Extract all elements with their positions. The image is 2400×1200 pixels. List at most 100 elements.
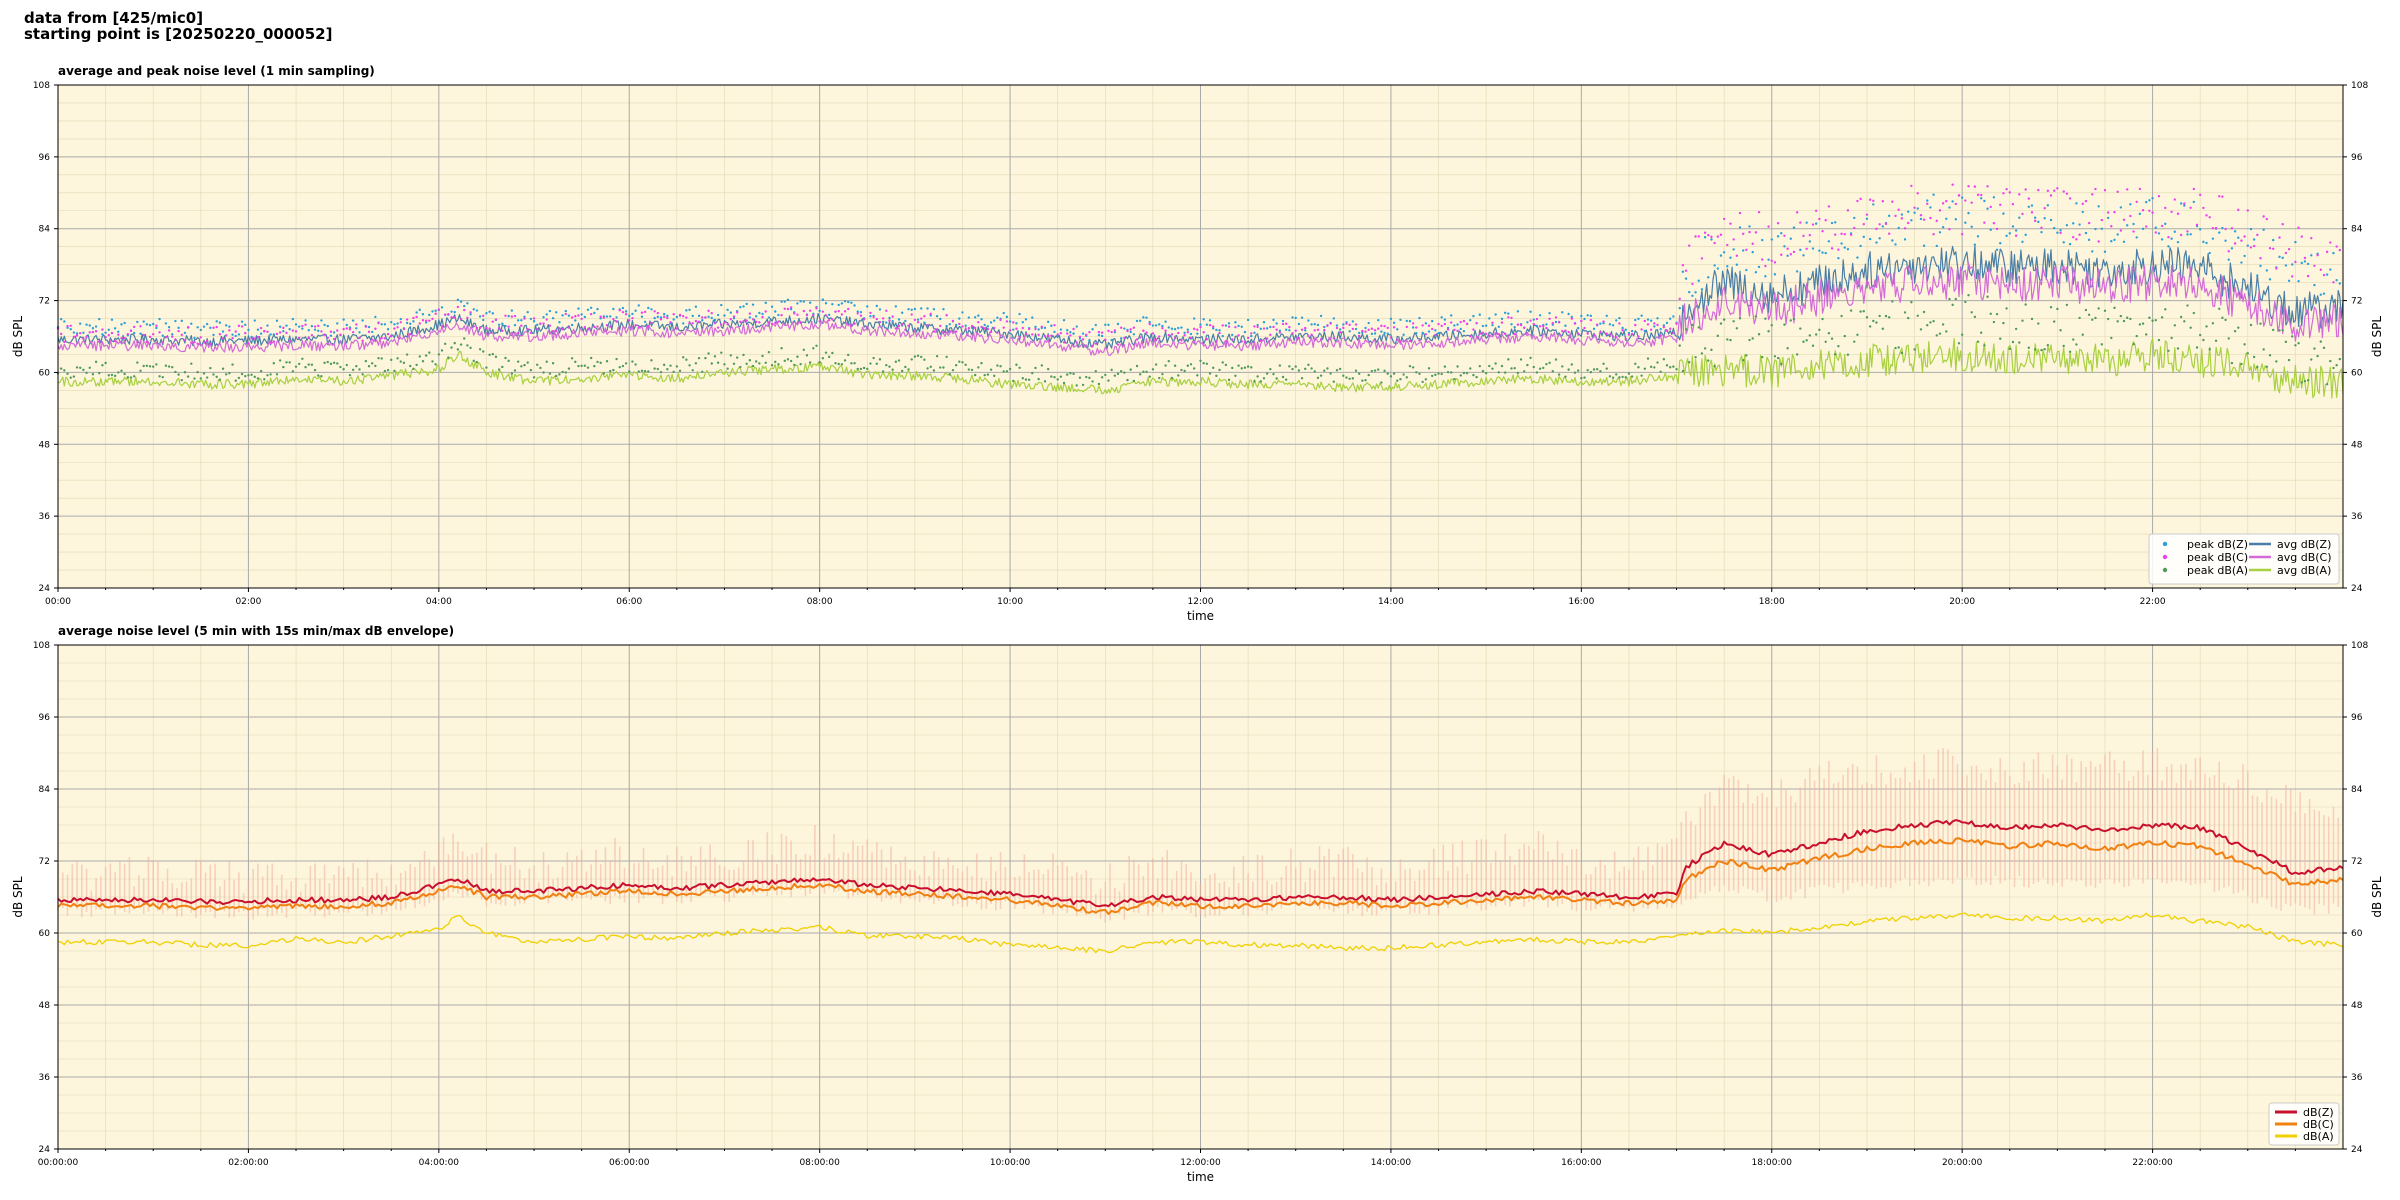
peak-point bbox=[802, 348, 805, 351]
peak-point bbox=[2030, 204, 2034, 207]
peak-point bbox=[2087, 313, 2091, 316]
peak-point bbox=[1034, 325, 1037, 329]
peak-point bbox=[999, 365, 1002, 368]
peak-point bbox=[1656, 317, 1659, 320]
peak-point bbox=[482, 350, 485, 353]
peak-point bbox=[1085, 333, 1088, 337]
peak-point bbox=[2094, 227, 2097, 231]
peak-point bbox=[348, 328, 352, 331]
peak-point bbox=[1148, 375, 1151, 378]
peak-point bbox=[98, 340, 101, 343]
peak-point bbox=[447, 356, 450, 359]
x-tick-label: 14:00 bbox=[1378, 597, 1404, 607]
peak-point bbox=[2335, 245, 2338, 248]
peak-point bbox=[840, 313, 844, 316]
peak-point bbox=[2281, 223, 2284, 226]
peak-point bbox=[1951, 303, 1954, 307]
peak-point bbox=[256, 328, 260, 331]
peak-point bbox=[2125, 188, 2129, 191]
peak-point bbox=[1767, 225, 1770, 228]
peak-point bbox=[1177, 331, 1180, 335]
x-tick-label: 04:00:00 bbox=[419, 1158, 460, 1168]
peak-point bbox=[1488, 317, 1491, 320]
peak-point bbox=[393, 327, 396, 330]
peak-point bbox=[1072, 332, 1075, 335]
peak-point bbox=[148, 335, 152, 339]
peak-point bbox=[1202, 318, 1205, 321]
peak-point bbox=[323, 333, 326, 337]
peak-point bbox=[2291, 263, 2294, 266]
peak-point bbox=[1173, 364, 1177, 367]
peak-point bbox=[875, 362, 878, 365]
peak-point bbox=[202, 372, 206, 375]
peak-point bbox=[234, 334, 237, 338]
peak-point bbox=[948, 323, 951, 326]
peak-point bbox=[2240, 362, 2243, 366]
peak-point bbox=[558, 327, 561, 330]
y-tick-label: 36 bbox=[39, 512, 51, 522]
peak-point bbox=[2145, 225, 2148, 228]
peak-point bbox=[2072, 338, 2075, 341]
peak-point bbox=[954, 323, 958, 327]
peak-point bbox=[1808, 233, 1812, 237]
peak-point bbox=[155, 363, 158, 366]
peak-point bbox=[1516, 371, 1520, 375]
peak-point bbox=[1608, 323, 1612, 326]
peak-point bbox=[1402, 340, 1405, 343]
peak-point bbox=[139, 332, 142, 335]
peak-point bbox=[1440, 372, 1443, 376]
peak-point bbox=[1789, 253, 1792, 256]
peak-point bbox=[1189, 336, 1193, 339]
x-tick-label: 12:00 bbox=[1188, 597, 1214, 607]
peak-point bbox=[1602, 362, 1605, 365]
peak-point bbox=[266, 324, 269, 327]
peak-point bbox=[2005, 234, 2008, 238]
peak-point bbox=[745, 362, 748, 366]
peak-point bbox=[1656, 361, 1659, 364]
peak-point bbox=[612, 317, 615, 321]
peak-point bbox=[228, 371, 231, 375]
peak-point bbox=[428, 313, 431, 317]
peak-point bbox=[777, 320, 780, 323]
peak-point bbox=[516, 319, 520, 322]
peak-point bbox=[1265, 372, 1269, 375]
peak-point bbox=[2303, 379, 2307, 383]
peak-point bbox=[1716, 235, 1719, 238]
peak-point bbox=[1345, 322, 1348, 325]
peak-point bbox=[1941, 202, 1945, 205]
peak-point bbox=[1948, 227, 1951, 231]
peak-point bbox=[739, 320, 742, 324]
peak-point bbox=[1031, 333, 1034, 336]
peak-point bbox=[1224, 363, 1228, 367]
peak-point bbox=[555, 311, 558, 314]
peak-point bbox=[1338, 367, 1342, 371]
peak-point bbox=[799, 300, 802, 303]
peak-point bbox=[1389, 336, 1393, 339]
y-tick-label-right: 84 bbox=[2351, 225, 2363, 235]
peak-point bbox=[2313, 283, 2316, 287]
peak-point bbox=[415, 311, 418, 314]
peak-point bbox=[1240, 340, 1243, 343]
peak-point bbox=[396, 322, 399, 325]
peak-point bbox=[1538, 314, 1542, 317]
series-avg-db-a- bbox=[57, 337, 2344, 399]
peak-point bbox=[2113, 306, 2116, 310]
y-tick-label: 24 bbox=[39, 584, 51, 594]
peak-point bbox=[405, 318, 409, 321]
peak-point bbox=[1770, 259, 1773, 262]
peak-point bbox=[1158, 376, 1161, 380]
peak-point bbox=[888, 365, 891, 368]
peak-point bbox=[1250, 366, 1253, 369]
peak-point bbox=[370, 338, 374, 341]
peak-point bbox=[1792, 317, 1796, 321]
peak-point bbox=[1307, 363, 1310, 367]
peak-point bbox=[1862, 309, 1865, 313]
peak-point bbox=[1186, 364, 1190, 367]
peak-point bbox=[1672, 331, 1675, 335]
peak-point bbox=[2081, 333, 2084, 336]
peak-point bbox=[942, 366, 945, 369]
peak-point bbox=[2119, 206, 2123, 209]
peak-point bbox=[799, 362, 802, 366]
peak-point bbox=[288, 361, 291, 364]
peak-point bbox=[434, 363, 437, 366]
